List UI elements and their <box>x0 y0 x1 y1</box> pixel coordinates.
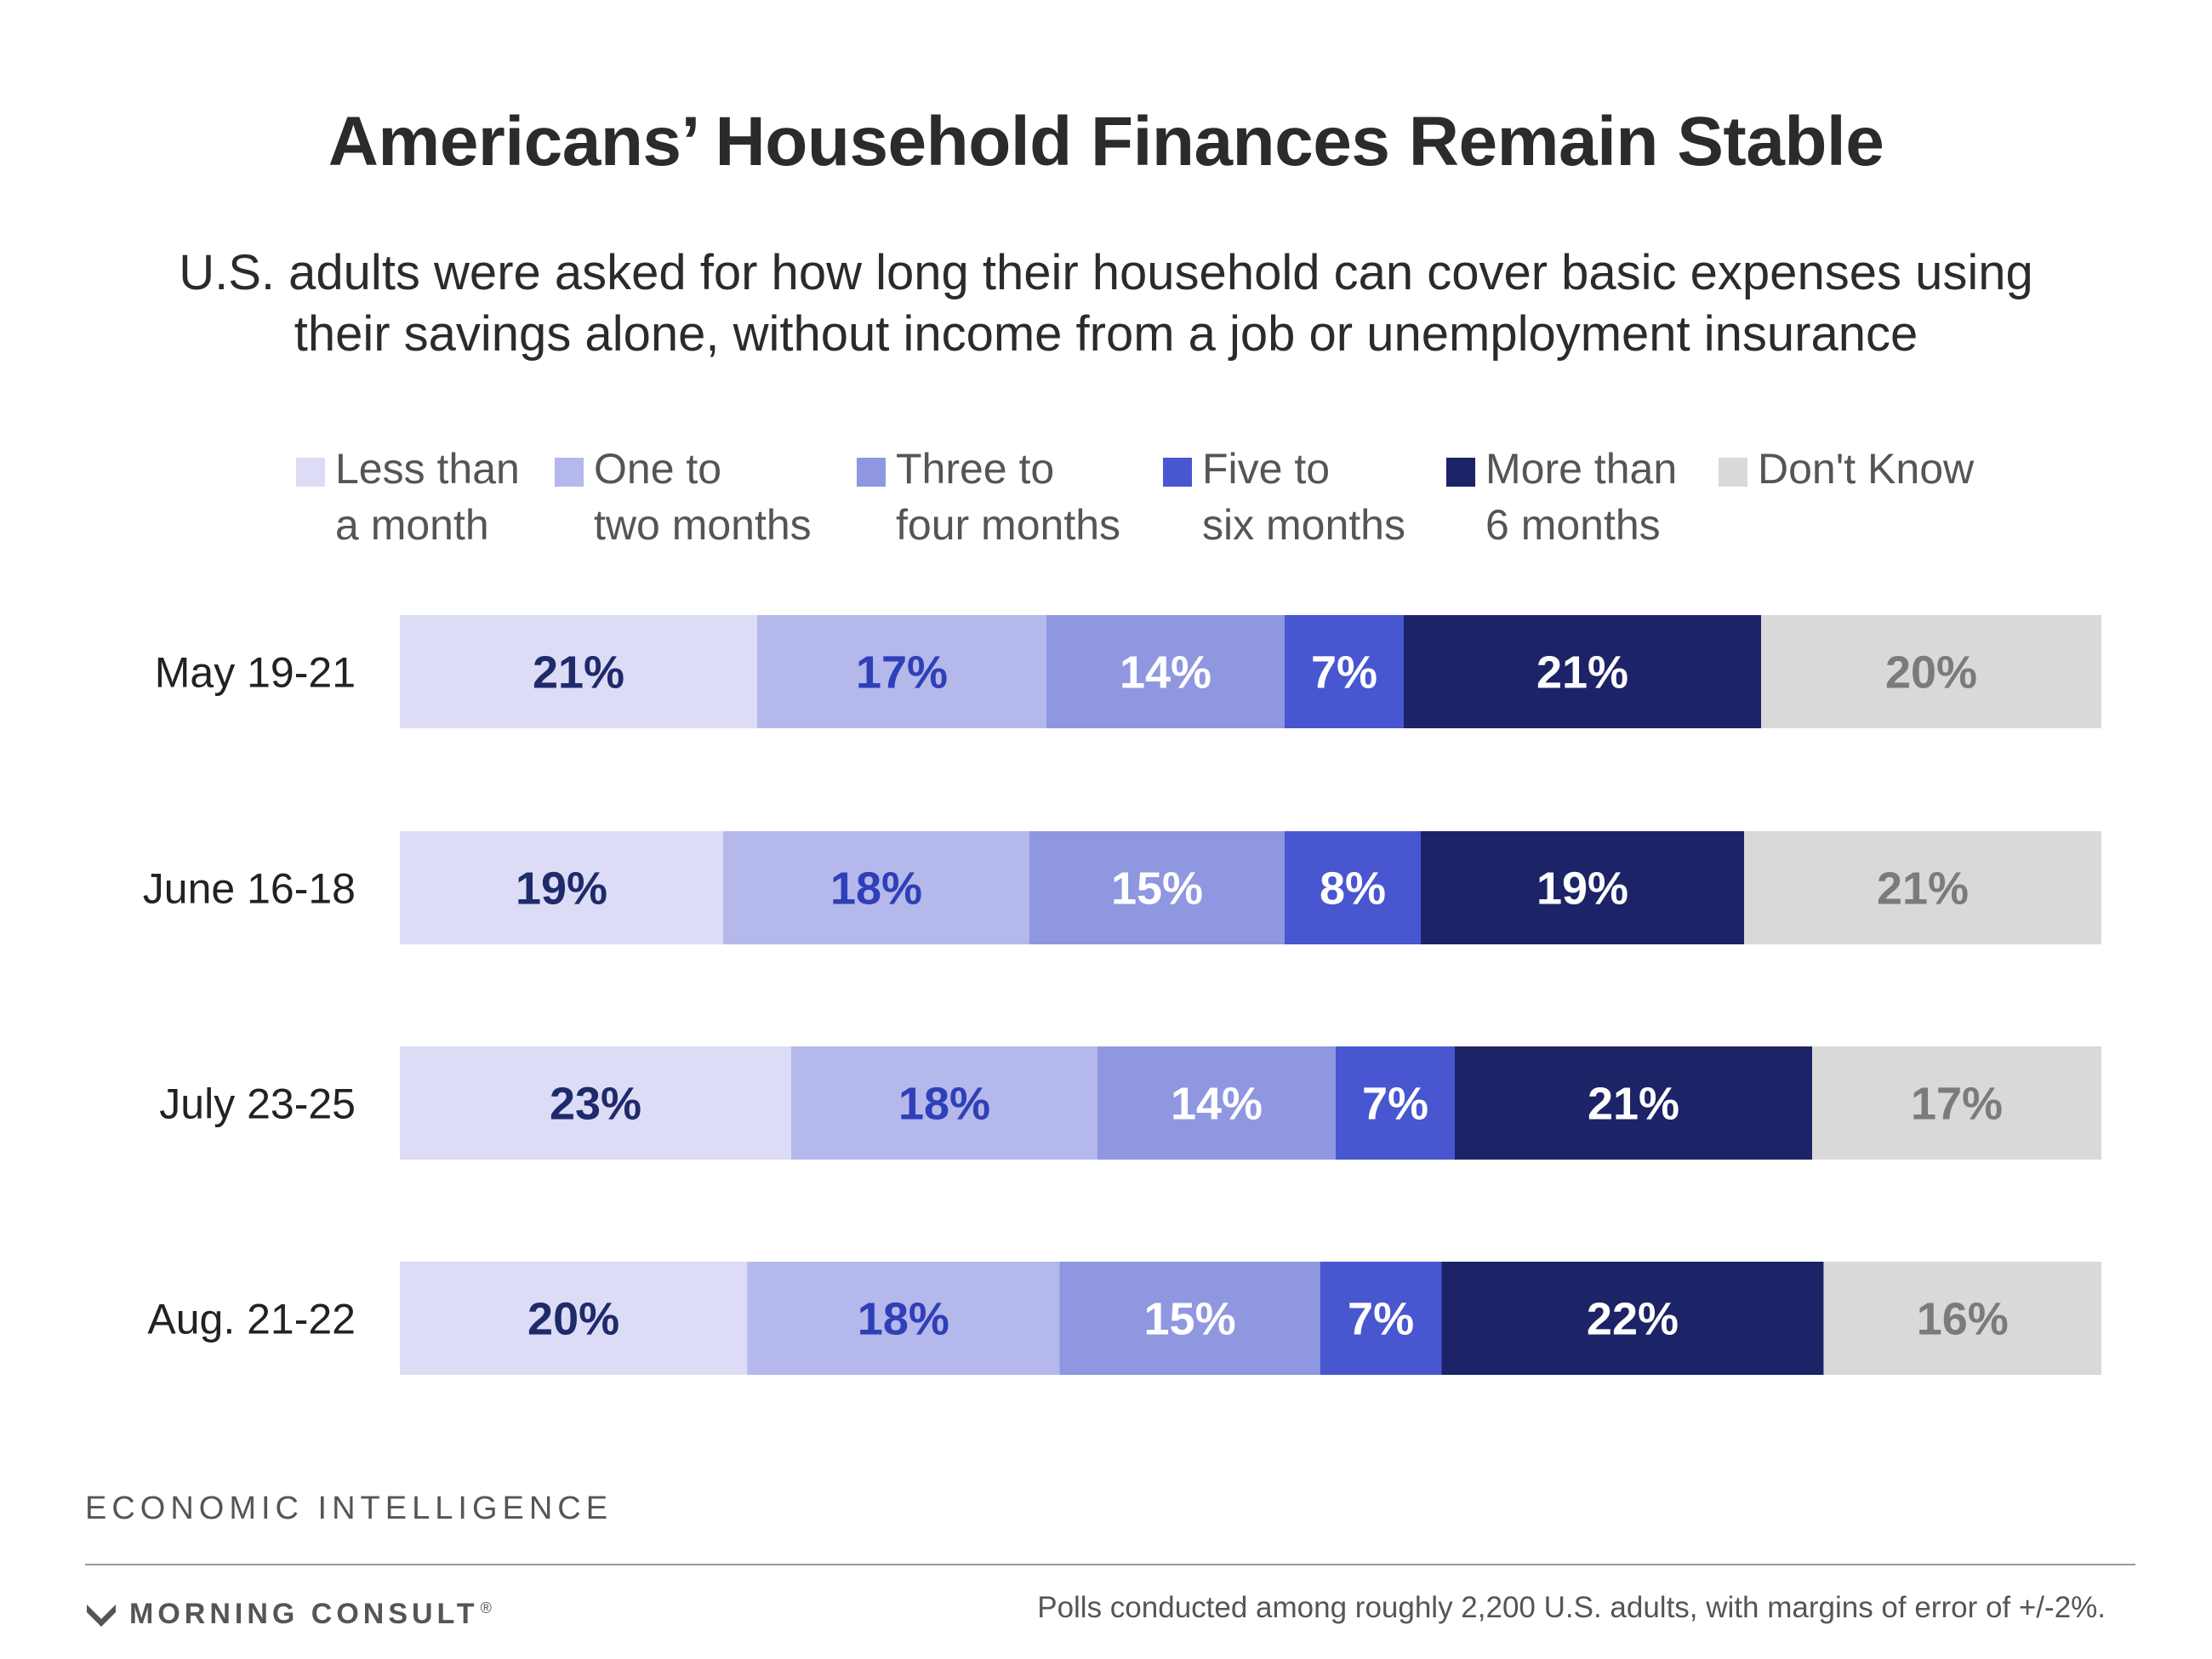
legend-swatch <box>1446 458 1475 487</box>
bar-segment <box>747 1262 1060 1375</box>
data-label: 21% <box>1877 864 1969 915</box>
bar-segment <box>1285 615 1404 728</box>
bar-segment <box>757 615 1046 728</box>
category-label: May 19-21 <box>155 649 356 697</box>
data-label: 15% <box>1144 1294 1236 1345</box>
legend-label: Less than a month <box>335 445 520 549</box>
chevron-logo-icon <box>87 1604 116 1627</box>
category-label: June 16-18 <box>143 865 356 913</box>
bar-segment <box>1046 615 1285 728</box>
chart-subtitle: U.S. adults were asked for how long thei… <box>179 245 2033 362</box>
bar-segment <box>723 831 1029 944</box>
legend-swatch <box>555 458 584 487</box>
data-label: 14% <box>1171 1079 1263 1130</box>
legend-label: Three to four months <box>896 445 1121 549</box>
bar-segment <box>400 615 757 728</box>
chart-title: Americans’ Household Finances Remain Sta… <box>328 103 1884 180</box>
bar-segment <box>1421 831 1744 944</box>
legend-item: Three to four months <box>857 441 1120 553</box>
methodology-note: Polls conducted among roughly 2,200 U.S.… <box>1037 1591 2106 1624</box>
legend-item: One to two months <box>555 441 812 553</box>
legend-swatch <box>857 458 886 487</box>
bar-segment <box>400 831 723 944</box>
bar-segment <box>1404 615 1761 728</box>
bar-segment <box>1059 1262 1320 1375</box>
section-brand: ECONOMIC INTELLIGENCE <box>85 1491 613 1526</box>
registered-mark: ® <box>480 1599 492 1616</box>
footer-divider <box>85 1564 2135 1565</box>
legend-label: More than 6 months <box>1485 445 1678 549</box>
data-label: 15% <box>1111 864 1203 915</box>
data-label: 20% <box>1885 647 1977 698</box>
morning-consult-logo: MORNING CONSULT ® <box>85 1598 492 1631</box>
legend-swatch <box>1163 458 1192 487</box>
logo-text: MORNING CONSULT <box>129 1598 479 1630</box>
legend-item: Don't Know <box>1719 441 1974 497</box>
bar-segment <box>791 1046 1097 1160</box>
data-label: 18% <box>898 1079 990 1130</box>
data-label: 16% <box>1917 1294 2009 1345</box>
data-label: 18% <box>858 1294 949 1345</box>
bar-segment <box>1823 1262 2101 1375</box>
bar-segment <box>1441 1262 1824 1375</box>
bar-segment <box>1285 831 1421 944</box>
data-label: 21% <box>533 647 624 698</box>
category-label: Aug. 21-22 <box>147 1296 356 1343</box>
legend-swatch <box>1719 458 1747 487</box>
bar-segment <box>1761 615 2101 728</box>
data-label: 7% <box>1348 1294 1414 1345</box>
data-label: 19% <box>1536 864 1628 915</box>
bar-segment <box>1029 831 1285 944</box>
legend-item: More than 6 months <box>1446 441 1677 553</box>
bar-segment <box>1320 1262 1442 1375</box>
legend-item: Five to six months <box>1163 441 1405 553</box>
data-label: 18% <box>830 864 922 915</box>
legend-label: One to two months <box>594 445 812 549</box>
bar-segment <box>400 1046 791 1160</box>
data-label: 21% <box>1536 647 1628 698</box>
bar-segment <box>1097 1046 1336 1160</box>
bar-segment <box>1336 1046 1455 1160</box>
bar-segment <box>1812 1046 2101 1160</box>
data-label: 8% <box>1320 864 1386 915</box>
legend-label: Five to six months <box>1202 445 1405 549</box>
data-label: 22% <box>1587 1294 1679 1345</box>
bar-segment <box>1455 1046 1812 1160</box>
data-label: 17% <box>1911 1079 2003 1130</box>
bar-segment <box>1744 831 2101 944</box>
legend-label: Don't Know <box>1758 445 1975 493</box>
data-label: 14% <box>1120 647 1211 698</box>
stacked-bar-chart: May 19-21 21% 17% 14% 7% 21% 20% June 16-18 19% 1… <box>143 615 2101 1375</box>
bar-segment <box>400 1262 748 1375</box>
data-label: 21% <box>1588 1079 1679 1130</box>
data-label: 20% <box>527 1294 619 1345</box>
data-label: 7% <box>1362 1079 1428 1130</box>
legend-item: Less than a month <box>296 441 520 553</box>
data-label: 7% <box>1311 647 1377 698</box>
legend-swatch <box>296 458 325 487</box>
data-label: 17% <box>856 647 948 698</box>
category-label: July 23-25 <box>159 1080 356 1128</box>
data-label: 23% <box>550 1079 641 1130</box>
data-label: 19% <box>516 864 607 915</box>
legend: Less than a month One to two months Three … <box>0 441 2212 568</box>
